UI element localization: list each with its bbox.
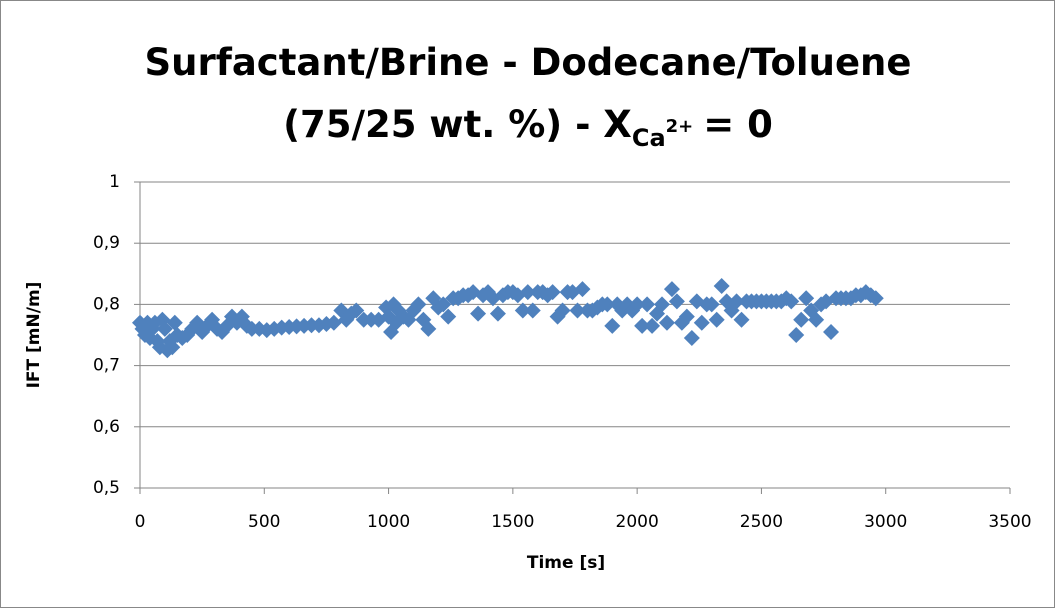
data-point (325, 314, 342, 331)
data-point (663, 281, 680, 298)
title-superscript: 2+ (666, 116, 694, 137)
data-point (793, 311, 810, 328)
data-point (644, 317, 661, 334)
data-point (693, 314, 710, 331)
data-point (808, 311, 825, 328)
data-point (733, 311, 750, 328)
data-point (683, 330, 700, 347)
data-point (708, 311, 725, 328)
data-point (629, 296, 646, 313)
chart-title: Surfactant/Brine - Dodecane/Toluene (145, 41, 912, 84)
data-point (156, 320, 173, 337)
data-point (420, 320, 437, 337)
data-point (435, 296, 452, 313)
data-point (410, 296, 427, 313)
x-tick-label: 500 (248, 512, 280, 532)
data-point (703, 296, 720, 313)
y-tick-label: 0,7 (93, 356, 120, 376)
data-point (639, 296, 656, 313)
x-tick-label: 3500 (988, 512, 1031, 532)
data-point (554, 302, 571, 319)
data-point (867, 290, 884, 307)
title-subscript: Ca (632, 124, 666, 152)
x-axis-title: Time [s] (527, 553, 605, 573)
data-point (519, 284, 536, 301)
y-axis-title: IFT [mN/m] (24, 282, 44, 389)
data-point (440, 308, 457, 325)
y-tick-label: 0,9 (93, 233, 120, 253)
data-point (514, 302, 531, 319)
x-tick-label: 3000 (864, 512, 907, 532)
data-point (574, 281, 591, 298)
title-part: (75/25 wt. %) - X (283, 103, 632, 146)
data-point (470, 305, 487, 322)
data-point (348, 302, 365, 319)
x-tick-label: 2000 (616, 512, 659, 532)
data-point (788, 327, 805, 343)
data-point (728, 293, 745, 310)
x-tick-label: 2500 (740, 512, 783, 532)
data-point (489, 305, 506, 322)
data-point (599, 296, 616, 313)
data-point (823, 323, 840, 340)
y-tick-label: 0,6 (93, 417, 120, 437)
data-point (604, 317, 621, 334)
chart-title-line: (75/25 wt. %) - XCa2+ = 0 (283, 103, 773, 152)
data-point (668, 293, 685, 310)
data-point (713, 278, 730, 295)
title-part: = 0 (703, 103, 773, 146)
data-point (164, 339, 181, 356)
data-point (166, 314, 183, 331)
x-tick-label: 1000 (367, 512, 410, 532)
y-tick-label: 1 (109, 172, 120, 192)
data-point (654, 296, 670, 313)
x-tick-label: 0 (135, 512, 146, 532)
data-point (678, 308, 695, 325)
data-point (783, 293, 800, 310)
data-point (634, 317, 651, 334)
data-point (544, 284, 561, 301)
data-point (658, 314, 675, 331)
data-point (798, 290, 815, 307)
y-tick-label: 0,5 (93, 478, 120, 498)
y-tick-label: 0,8 (93, 294, 120, 314)
data-point (569, 302, 586, 319)
data-point (524, 302, 541, 319)
x-tick-label: 1500 (491, 512, 534, 532)
